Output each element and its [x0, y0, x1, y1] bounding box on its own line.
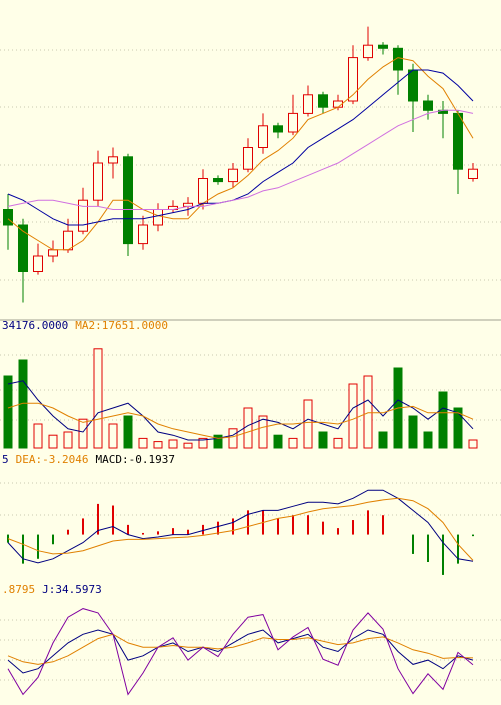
volume-bar [3, 375, 13, 449]
volume-bar [153, 441, 163, 449]
series-line [7, 633, 474, 665]
volume-bar [438, 391, 448, 449]
volume-bar [258, 415, 268, 449]
series-line [7, 402, 474, 439]
volume-bar [453, 407, 463, 449]
candle-body [273, 125, 283, 133]
candle-body [18, 224, 28, 272]
volume-bar [288, 437, 298, 449]
candle-body [363, 44, 373, 59]
candle-body [108, 156, 118, 164]
volume-bar [198, 437, 208, 449]
candle-body [378, 44, 388, 49]
candle-body [393, 47, 403, 71]
candle-body [288, 112, 298, 133]
candle-body [78, 199, 88, 232]
panel-label: 5 [2, 453, 9, 466]
panel-label: DEA:-3.2046 [16, 453, 89, 466]
volume-bar [363, 375, 373, 449]
candle-body [348, 57, 358, 102]
series-line [7, 497, 474, 561]
series-line [7, 380, 474, 441]
volume-bar [78, 418, 88, 449]
volume-bar [108, 423, 118, 449]
panel-label: MACD:-0.1937 [95, 453, 174, 466]
series-line [7, 109, 474, 210]
candle-body [258, 125, 268, 149]
series-line [7, 69, 474, 226]
volume-bar [183, 442, 193, 449]
volume-bar [273, 434, 283, 449]
candle-body [198, 178, 208, 204]
panel-label: 34176.0000 [2, 319, 68, 332]
volume-bar [168, 439, 178, 449]
candle-body [318, 94, 328, 108]
candle-body [138, 224, 148, 245]
series-line [7, 629, 474, 674]
grid [0, 49, 501, 681]
candle-body [48, 249, 58, 257]
volume-bar [138, 437, 148, 449]
candle-body [453, 112, 463, 170]
series-line [7, 608, 474, 696]
volume-bar [48, 434, 58, 449]
panel-label: .8795 [2, 583, 35, 596]
series-line [7, 489, 474, 564]
candle-body [153, 209, 163, 226]
candle-body [3, 209, 13, 226]
volume-bar [33, 423, 43, 449]
volume-bar [63, 431, 73, 449]
candle-body [213, 178, 223, 183]
series-line [7, 57, 474, 251]
panel-label: J:34.5973 [42, 583, 102, 596]
volume-bar [228, 428, 238, 449]
volume-bar [333, 437, 343, 449]
candle-body [468, 168, 478, 179]
candle-body [423, 100, 433, 111]
candle-body [228, 168, 238, 183]
volume-bar [318, 431, 328, 449]
volume-bar [123, 415, 133, 449]
volume-bar [93, 348, 103, 449]
volume-bar [243, 407, 253, 449]
candle-body [408, 69, 418, 102]
volume-bar [468, 439, 478, 449]
volume-bar [423, 431, 433, 449]
candle-body [63, 230, 73, 251]
candle-body [33, 255, 43, 272]
volume-bar [303, 399, 313, 449]
candle-body [303, 94, 313, 114]
candle-body [93, 162, 103, 201]
panel-label: MA2:17651.0000 [75, 319, 168, 332]
candle-body [243, 147, 253, 170]
volume-bar [348, 383, 358, 449]
volume-bar [408, 415, 418, 449]
volume-bar [213, 434, 223, 449]
volume-bar [378, 431, 388, 449]
